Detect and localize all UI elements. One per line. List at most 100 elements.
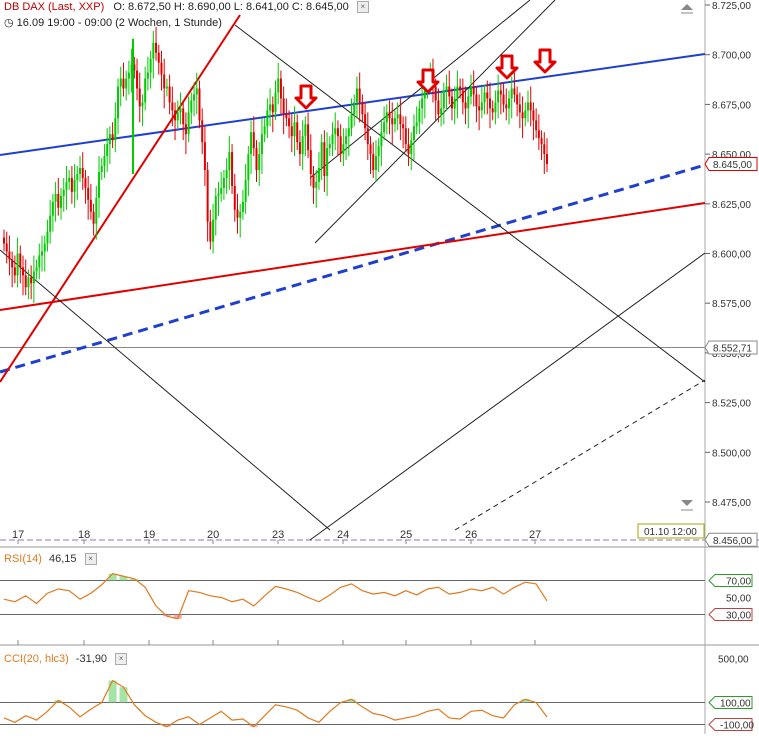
candle-body: [304, 124, 307, 137]
arrow-marker: [495, 54, 519, 80]
candle-body: [252, 132, 255, 149]
candle-body: [364, 114, 367, 129]
cci-high-fill: [521, 699, 530, 703]
candle-body: [263, 126, 266, 135]
rsi-tick-label: 50,00: [726, 594, 751, 605]
candle-body: [526, 102, 529, 111]
candle-body: [70, 177, 73, 192]
candle-body: [448, 86, 451, 97]
candle-body: [440, 108, 443, 115]
candle-body: [535, 120, 538, 131]
candle-body: [136, 70, 139, 89]
cci-line: [3, 679, 548, 728]
candle-body: [269, 104, 272, 111]
candle-body: [111, 134, 114, 141]
black-line-c: [309, 252, 706, 541]
candle-body: [513, 88, 516, 95]
price-label-box: [704, 340, 758, 355]
candle-body: [49, 215, 52, 232]
candle-body: [521, 112, 524, 119]
black-dashed-line: [454, 379, 706, 531]
candle-body: [396, 114, 399, 119]
candle-body: [342, 144, 345, 155]
candle-body: [195, 88, 198, 95]
candle-body: [176, 112, 179, 121]
candle-body: [220, 187, 223, 194]
candle-body: [117, 86, 120, 119]
candle-body: [288, 118, 291, 127]
price-tick-label: 8.700,00: [712, 51, 751, 62]
candle-body: [380, 132, 383, 147]
cci-level-box: [708, 696, 753, 710]
close-icon[interactable]: ×: [356, 1, 369, 14]
time-label-box: [637, 523, 705, 539]
candle-body: [233, 185, 236, 210]
candle-body: [182, 108, 185, 125]
candle-body: [317, 168, 320, 182]
candle-body: [190, 100, 193, 113]
scroll-down-icon: [681, 500, 693, 506]
rsi-label: RSI(14) 46,15 ×: [4, 553, 97, 566]
instrument-symbol: DB DAX (Last, XXP): [4, 1, 105, 13]
red-steep-line: [0, 14, 241, 383]
candle-body: [307, 124, 310, 151]
candle-body: [453, 98, 456, 109]
price-tick-label: 8.725,00: [712, 1, 751, 12]
rsi-level-box: [708, 574, 753, 587]
candle-body: [98, 171, 101, 198]
candle-body: [369, 144, 372, 155]
time-tick-label: 20: [207, 529, 219, 541]
close-cci-icon[interactable]: ×: [115, 653, 128, 666]
candle-body: [298, 142, 301, 155]
candle-body: [87, 187, 90, 200]
candle-body: [106, 144, 109, 157]
candle-body: [296, 122, 299, 143]
close-rsi-icon[interactable]: ×: [84, 553, 97, 566]
candle-body: [95, 197, 98, 224]
candle-body: [79, 168, 82, 174]
candle-body: [19, 253, 22, 268]
candles: [3, 26, 548, 304]
price-label-box: [704, 532, 758, 547]
cci-level-box: [708, 718, 753, 732]
candle-body: [374, 156, 377, 171]
time-label-text: 01.10 12:00: [644, 527, 697, 538]
candle-body: [372, 154, 375, 171]
candle-body: [119, 78, 122, 87]
candle-body: [168, 86, 171, 103]
candle-body: [184, 124, 187, 135]
candle-body: [543, 144, 546, 155]
candle-body: [103, 156, 106, 167]
cci-high-fill: [347, 699, 356, 703]
candle-body: [84, 177, 87, 188]
candle-body: [326, 148, 329, 176]
candle-body: [518, 104, 521, 113]
candle-body: [407, 144, 410, 155]
candle-body: [54, 193, 57, 202]
candle-body: [350, 114, 353, 129]
candle-body: [323, 142, 326, 176]
candle-body: [241, 201, 244, 212]
candle-body: [442, 90, 445, 109]
period-header: ◷ 16.09 19:00 - 09:00 (2 Wochen, 1 Stund…: [4, 16, 222, 29]
candle-body: [35, 267, 38, 272]
candle-body: [402, 124, 405, 129]
candle-body: [358, 88, 361, 103]
candle-body: [537, 130, 540, 139]
candle-body: [38, 255, 41, 268]
candle-body: [179, 108, 182, 113]
price-tick-label: 8.475,00: [712, 498, 751, 509]
price-label-text: 8.645,00: [713, 160, 752, 171]
red-support-line: [0, 202, 706, 311]
candle-body: [198, 88, 201, 121]
price-tick-label: 8.675,00: [712, 100, 751, 111]
price-tick-label: 8.600,00: [712, 250, 751, 261]
candle-body: [8, 251, 11, 260]
time-tick-label: 18: [78, 529, 90, 541]
candle-body: [114, 118, 117, 141]
candle-body: [361, 102, 364, 115]
candle-body: [203, 142, 206, 171]
candle-body: [46, 231, 49, 244]
candle-body: [146, 72, 149, 79]
